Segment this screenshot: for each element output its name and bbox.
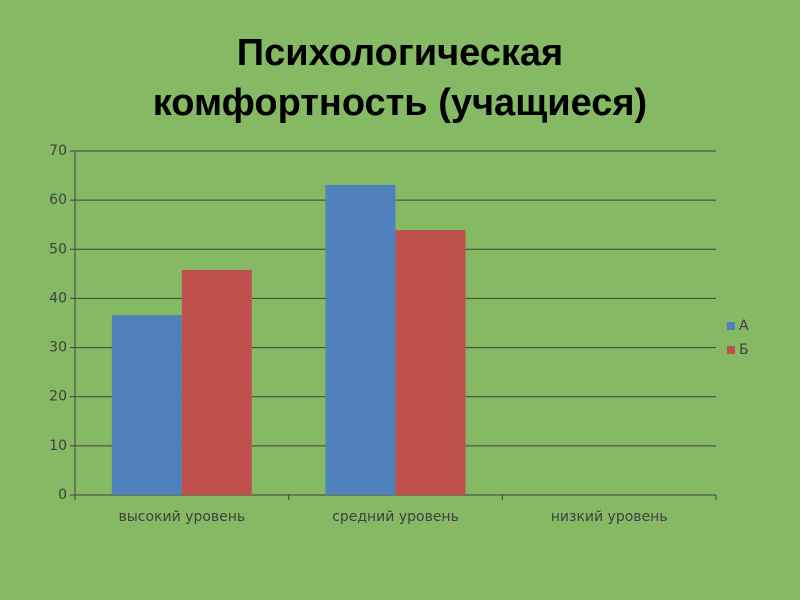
- legend-label: А: [739, 318, 749, 334]
- y-tick-label: 40: [49, 290, 67, 306]
- y-tick-label: 50: [49, 241, 67, 257]
- x-tick-label: средний уровень: [332, 509, 459, 525]
- bar: [111, 315, 182, 495]
- y-tick-label: 70: [49, 143, 67, 159]
- y-tick-label: 30: [49, 340, 67, 356]
- legend-swatch: [727, 346, 735, 354]
- bar: [181, 269, 252, 495]
- bar: [395, 230, 466, 495]
- y-tick-label: 10: [49, 438, 67, 454]
- x-tick-label: высокий уровень: [118, 509, 245, 525]
- x-tick-label: низкий уровень: [551, 509, 668, 525]
- chart-title: Психологическая комфортность (учащиеся): [152, 32, 648, 124]
- y-tick-label: 20: [49, 389, 67, 405]
- legend-label: Б: [739, 342, 749, 358]
- y-tick-label: 60: [49, 192, 67, 208]
- bar: [325, 184, 396, 495]
- y-tick-label: 0: [58, 487, 67, 503]
- legend-swatch: [727, 322, 735, 330]
